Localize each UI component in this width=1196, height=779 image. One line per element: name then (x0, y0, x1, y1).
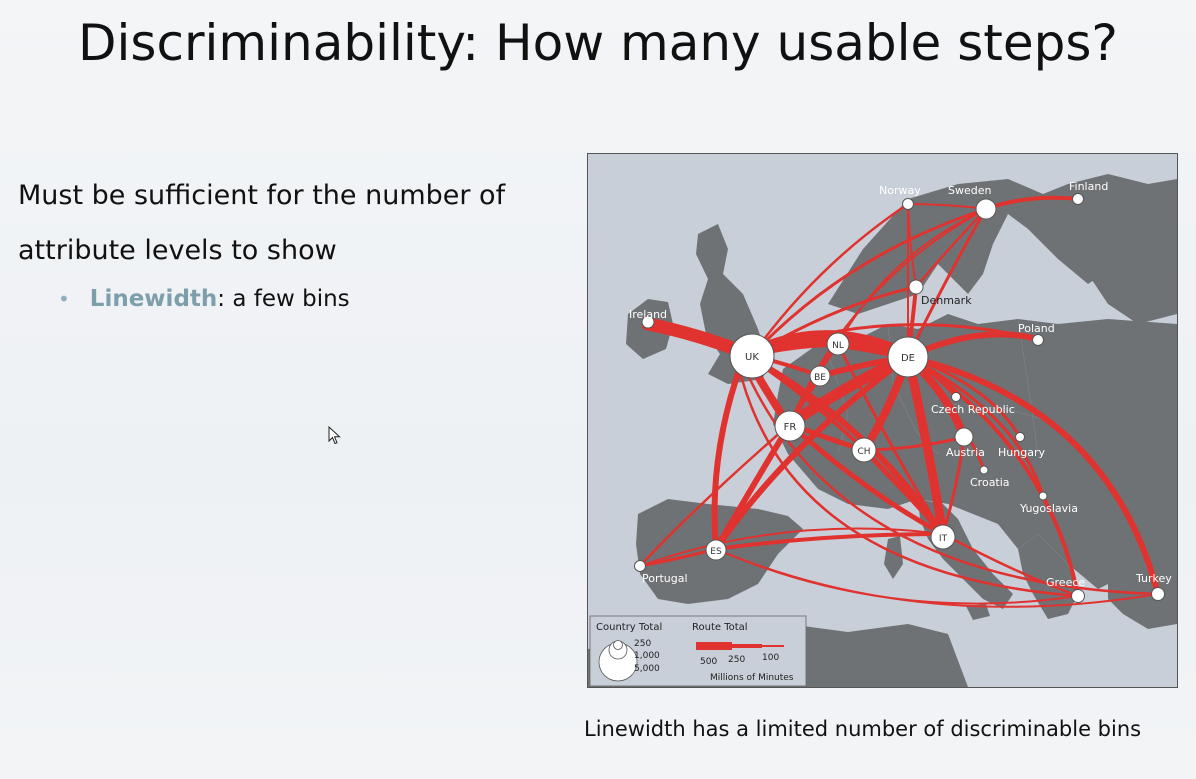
node-poland (1032, 334, 1044, 346)
label-czech: Czech Republic (931, 403, 1015, 416)
legend-country-total-title: Country Total (596, 622, 662, 633)
legend-route-total-500: 500 (700, 657, 717, 667)
node-denmark (908, 279, 924, 295)
bullet-text: : a few bins (217, 286, 350, 312)
label-nl: NL (832, 341, 844, 351)
label-norway: Norway (879, 184, 921, 197)
label-yugoslavia: Yugoslavia (1019, 502, 1078, 515)
node-es (705, 539, 727, 561)
label-turkey: Turkey (1135, 572, 1172, 585)
label-finland: Finland (1069, 180, 1108, 193)
node-hungary (1015, 432, 1025, 442)
node-croatia (979, 465, 989, 475)
bullet-item: • Linewidth: a few bins (58, 284, 350, 314)
body-line-1: Must be sufficient for the number of (18, 180, 506, 211)
label-portugal: Portugal (642, 572, 688, 585)
node-de (887, 336, 929, 378)
node-finland (1072, 193, 1084, 205)
node-norway (902, 198, 914, 210)
bullet-dot-icon: • (58, 287, 70, 311)
legend-route-total-250: 250 (728, 655, 745, 665)
label-denmark: Denmark (921, 294, 972, 307)
node-ch (851, 437, 877, 463)
label-greece: Greece (1046, 576, 1085, 589)
mouse-cursor-icon (328, 425, 342, 450)
label-it: IT (939, 534, 948, 544)
label-es: ES (710, 547, 722, 557)
legend-country-total-5000: 5,000 (634, 664, 660, 674)
body-text: Must be sufficient for the number of att… (18, 168, 588, 278)
label-be: BE (814, 373, 826, 383)
europe-map-svg: UK DE NL BE FR CH IT ES Norway Sweden Fi… (588, 174, 1177, 687)
node-fr (774, 410, 806, 442)
label-austria: Austria (946, 446, 985, 459)
map-legend: Country Total 250 1,000 5,000 Route Tota… (589, 615, 807, 687)
legend-route-total-title: Route Total (692, 622, 748, 633)
label-de: DE (901, 353, 915, 364)
node-yugoslavia (1038, 491, 1048, 501)
node-nl (826, 332, 850, 356)
country-nodes (634, 193, 1165, 603)
node-uk (729, 333, 775, 379)
node-turkey (1151, 587, 1165, 601)
label-sweden: Sweden (948, 184, 991, 197)
label-ireland: Ireland (629, 308, 667, 321)
node-czech (951, 392, 961, 402)
slide-title: Discriminability: How many usable steps? (78, 14, 1118, 72)
node-austria (954, 427, 974, 447)
bullet-keyword: Linewidth (89, 286, 218, 312)
map-caption: Linewidth has a limited number of discri… (584, 717, 1142, 741)
label-ch: CH (857, 447, 870, 457)
label-croatia: Croatia (970, 476, 1010, 489)
node-sweden (975, 198, 997, 220)
node-ireland (641, 315, 655, 329)
legend-country-total-250: 250 (634, 639, 651, 649)
label-uk: UK (745, 352, 759, 363)
label-fr: FR (784, 422, 797, 433)
legend-country-total-1000: 1,000 (634, 651, 660, 661)
europe-map: UK DE NL BE FR CH IT ES Norway Sweden Fi… (587, 153, 1178, 688)
body-line-2: attribute levels to show (18, 235, 337, 266)
label-hungary: Hungary (998, 446, 1045, 459)
node-it (930, 524, 956, 550)
node-greece (1071, 589, 1085, 603)
legend-route-total-100: 100 (762, 653, 779, 663)
node-portugal (634, 560, 646, 572)
node-be (809, 365, 831, 387)
label-poland: Poland (1018, 322, 1055, 335)
legend-units: Millions of Minutes (710, 673, 794, 683)
